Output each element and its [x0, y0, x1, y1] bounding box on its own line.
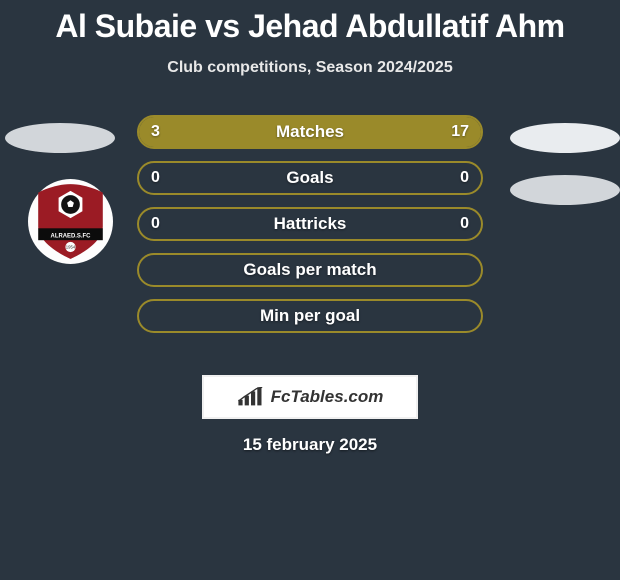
player-left-oval	[5, 123, 115, 153]
stat-row-goals: 0 Goals 0	[137, 161, 483, 195]
stat-row-min-per-goal: Min per goal	[137, 299, 483, 333]
comparison-stage: ALRAED.S.FC 1954 3 Matches 17 0 Goals	[0, 115, 620, 375]
bar-chart-icon	[237, 387, 265, 407]
stat-label: Min per goal	[260, 306, 360, 326]
logo-year: 1954	[66, 245, 76, 250]
stat-left-value: 0	[151, 169, 160, 187]
stat-row-hattricks: 0 Hattricks 0	[137, 207, 483, 241]
club-logo-svg: ALRAED.S.FC 1954	[28, 179, 113, 264]
stat-right-value: 0	[460, 215, 469, 233]
subtitle: Club competitions, Season 2024/2025	[0, 59, 620, 77]
stat-label: Goals	[286, 168, 333, 188]
fctables-badge[interactable]: FcTables.com	[202, 375, 418, 419]
player-right-oval-1	[510, 123, 620, 153]
stat-label: Hattricks	[274, 214, 347, 234]
stat-left-value: 3	[151, 123, 160, 141]
stat-left-value: 0	[151, 215, 160, 233]
date-text: 15 february 2025	[0, 435, 620, 455]
stat-row-matches: 3 Matches 17	[137, 115, 483, 149]
stat-row-goals-per-match: Goals per match	[137, 253, 483, 287]
stat-label: Goals per match	[243, 260, 376, 280]
fctables-text: FcTables.com	[271, 387, 384, 407]
stat-bars: 3 Matches 17 0 Goals 0 0 Hattricks 0 Goa…	[137, 115, 483, 345]
stat-label: Matches	[276, 122, 344, 142]
player-right-oval-2	[510, 175, 620, 205]
page-title: Al Subaie vs Jehad Abdullatif Ahm	[0, 8, 620, 45]
stat-right-value: 0	[460, 169, 469, 187]
club-logo: ALRAED.S.FC 1954	[28, 179, 113, 264]
stat-fill-left	[139, 117, 190, 147]
logo-band-text: ALRAED.S.FC	[51, 234, 92, 240]
stat-right-value: 17	[451, 123, 469, 141]
